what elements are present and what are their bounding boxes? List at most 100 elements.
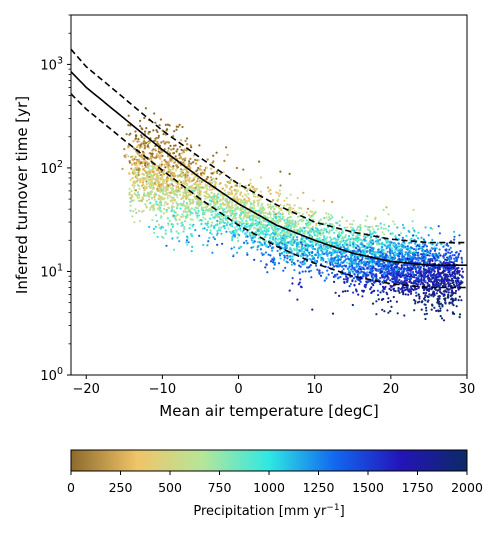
scatter-point [394,235,397,238]
scatter-point [123,148,126,151]
scatter-point [331,250,334,253]
scatter-point [409,238,412,241]
scatter-point [424,299,427,302]
scatter-point [289,227,292,230]
scatter-point [424,257,427,260]
scatter-point [133,167,136,170]
scatter-point [278,189,281,192]
scatter-point [165,210,168,213]
scatter-point [445,252,448,256]
scatter-point [155,220,159,223]
scatter-point [221,207,224,210]
scatter-point [190,162,193,165]
scatter-point [254,219,257,222]
scatter-point [366,225,369,228]
scatter-point [386,270,389,274]
scatter-point [125,133,128,136]
scatter-point [349,282,352,286]
scatter-point [229,214,233,217]
scatter-point [274,215,277,218]
scatter-point [311,251,314,254]
scatter-point [207,220,210,223]
scatter-point [418,300,421,303]
scatter-point [454,277,457,280]
scatter-point [181,196,184,199]
scatter-point [334,275,337,278]
scatter-point [184,220,187,223]
scatter-point [201,211,205,215]
scatter-point [156,130,159,133]
scatter-point [425,245,428,248]
scatter-point [451,254,454,257]
scatter-point [203,168,206,172]
scatter-point [186,210,189,213]
scatter-point [271,219,274,222]
scatter-point [216,229,219,233]
scatter-point [314,254,317,257]
scatter-point [210,167,213,170]
scatter-point [264,211,267,214]
scatter-point [292,262,296,265]
scatter-point [178,145,182,148]
scatter-point [352,227,355,230]
scatter-point [166,197,169,200]
scatter-point [408,264,412,267]
scatter-point [322,199,325,202]
scatter-point [367,274,370,277]
scatter-point [397,286,400,290]
scatter-point [422,249,425,252]
scatter-point [407,293,410,296]
scatter-point [432,295,435,298]
scatter-point [174,217,177,220]
scatter-point [155,200,158,203]
scatter-point [340,232,343,235]
scatter-point [320,256,324,259]
scatter-point [261,206,264,209]
scatter-point [174,215,177,218]
scatter-point [298,206,301,209]
scatter-point [346,279,349,282]
scatter-point [426,260,429,263]
scatter-point [438,279,441,282]
scatter-point [166,141,169,144]
scatter-point [206,244,209,247]
scatter-point [278,215,281,219]
scatter-point [174,190,177,193]
scatter-point [194,186,197,190]
scatter-point [199,165,202,168]
scatter-point [289,241,292,244]
scatter-point [311,308,314,311]
scatter-point [366,280,369,283]
scatter-point [456,256,459,259]
scatter-point [237,189,240,192]
scatter-point [376,243,379,246]
scatter-point [375,277,378,280]
scatter-point [458,234,461,237]
scatter-point [250,214,253,217]
scatter-point [435,254,438,257]
scatter-point [259,207,262,210]
scatter-point [269,206,272,209]
scatter-point [287,234,290,237]
scatter-point [316,251,319,254]
scatter-point [136,140,139,143]
scatter-point [153,112,156,115]
scatter-point [368,226,371,229]
scatter-point [282,216,285,219]
scatter-point [128,187,131,190]
scatter-point [246,242,249,245]
scatter-point [326,236,329,239]
scatter-point [346,289,349,293]
scatter-point [218,173,221,176]
scatter-point [151,219,154,222]
scatter-point [252,245,255,248]
scatter-point [157,208,160,211]
scatter-point [263,235,267,238]
scatter-point [234,229,237,232]
scatter-point [392,295,395,299]
scatter-point [255,224,258,227]
scatter-point [170,228,173,231]
scatter-point [278,254,282,257]
scatter-point [399,272,402,275]
scatter-point [174,161,177,164]
